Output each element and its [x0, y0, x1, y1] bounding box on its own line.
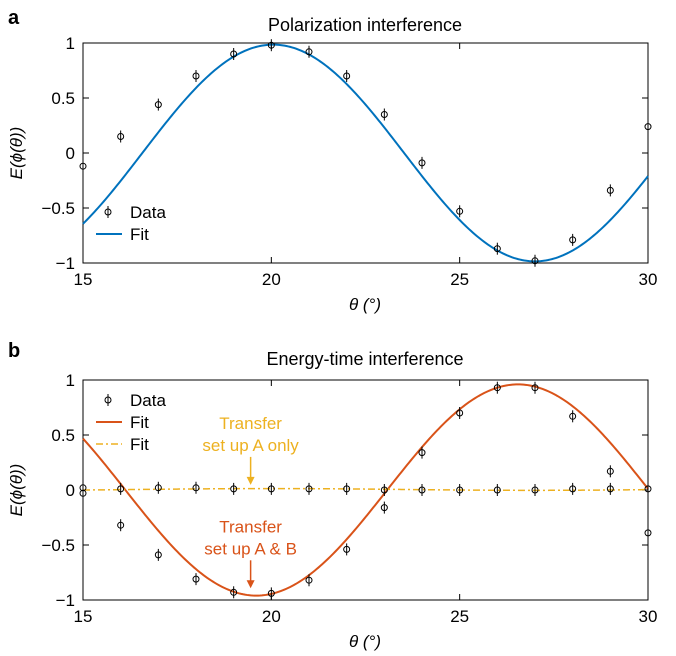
fit-line [82, 43, 649, 263]
data-point [644, 529, 652, 537]
data-point [569, 412, 577, 420]
x-tick-label: 15 [74, 607, 93, 626]
data-point [230, 588, 238, 596]
y-tick-label: −0.5 [41, 536, 75, 555]
fit-line [82, 383, 649, 597]
legend-label: Fit [130, 225, 149, 244]
x-tick-label: 30 [639, 607, 658, 626]
axes-box [82, 42, 649, 264]
legend-data-marker [104, 396, 112, 404]
x-tick-label: 20 [262, 607, 281, 626]
data-point [493, 245, 501, 253]
y-tick-label: −1 [56, 591, 75, 610]
x-tick-label: 30 [639, 270, 658, 289]
x-tick-label: 15 [74, 270, 93, 289]
data-point [418, 486, 426, 494]
data-point [493, 384, 501, 392]
annotation-arrow-head [246, 476, 255, 485]
y-tick-label: 0 [66, 481, 75, 500]
data-point [117, 485, 125, 493]
data-point [79, 162, 87, 170]
panel-b-title: Energy-time interference [266, 349, 463, 369]
data-point [267, 485, 275, 493]
data-point [606, 186, 614, 194]
data-point [380, 504, 388, 512]
data-point [418, 449, 426, 457]
data-point [79, 484, 87, 492]
data-point [418, 159, 426, 167]
data-point [343, 545, 351, 553]
annotation-arrow-head [246, 580, 255, 589]
panel-a-title: Polarization interference [268, 15, 462, 35]
data-point [606, 485, 614, 493]
panel-b-ylabel: E(ϕ(θ)) [7, 464, 26, 517]
legend-label: Fit [130, 413, 149, 432]
y-tick-label: −1 [56, 254, 75, 273]
panel-a-ylabel: E(ϕ(θ)) [7, 127, 26, 180]
annotation-label: set up A only [202, 436, 299, 455]
data-point [644, 485, 652, 493]
data-point [230, 50, 238, 58]
panel-a-xlabel: θ (°) [349, 295, 381, 314]
y-tick-label: 1 [66, 34, 75, 53]
y-tick-label: −0.5 [41, 199, 75, 218]
data-point [154, 101, 162, 109]
data-point [267, 589, 275, 597]
data-point [343, 485, 351, 493]
panel-b-plot: 15 20 25 30 −1 −0.5 0 0.5 1 Transfer set up A only… [41, 371, 657, 626]
data-point [606, 467, 614, 475]
data-point [230, 485, 238, 493]
y-tick-label: 0.5 [51, 89, 75, 108]
y-tick-label: 0 [66, 144, 75, 163]
fit-line [82, 487, 649, 492]
panel-b-xlabel: θ (°) [349, 632, 381, 651]
data-point [154, 484, 162, 492]
data-point [531, 257, 539, 265]
panel-a-letter: a [8, 7, 20, 29]
data-point [644, 123, 652, 131]
panel-b: b Energy-time interference θ (°) E(ϕ(θ))… [7, 340, 657, 651]
data-point [305, 485, 313, 493]
data-point [380, 111, 388, 118]
data-point [569, 485, 577, 493]
annotation-label: set up A & B [204, 539, 297, 558]
legend-data-marker [104, 208, 112, 216]
data-point [192, 72, 200, 80]
legend-label: Data [130, 391, 166, 410]
data-point [117, 521, 125, 529]
data-point [380, 486, 388, 494]
legend-label: Data [130, 203, 166, 222]
panel-a: a Polarization interference θ (°) E(ϕ(θ)… [7, 7, 657, 314]
data-point [343, 72, 351, 80]
legend-label: Fit [130, 435, 149, 454]
data-point [192, 575, 200, 583]
y-tick-label: 0.5 [51, 426, 75, 445]
annotation-label: Transfer [219, 414, 282, 433]
data-point [192, 484, 200, 492]
y-tick-label: 1 [66, 371, 75, 390]
panel-b-letter: b [8, 340, 20, 362]
data-point [117, 133, 125, 140]
x-tick-label: 25 [450, 270, 469, 289]
panel-a-plot: 15 20 25 30 −1 −0.5 0 0.5 1 Data Fit [41, 34, 657, 289]
data-point [305, 48, 313, 56]
x-tick-label: 25 [450, 607, 469, 626]
data-point [531, 384, 539, 392]
x-tick-label: 20 [262, 270, 281, 289]
data-point [267, 41, 275, 49]
data-point [305, 576, 313, 584]
legend: Data Fit [96, 203, 166, 244]
data-point [456, 207, 464, 215]
legend: Data Fit Fit [96, 391, 166, 454]
annotation-label: Transfer [219, 517, 282, 536]
data-point [154, 551, 162, 559]
data-point [569, 236, 577, 244]
data-point [493, 486, 501, 494]
data-point [531, 486, 539, 494]
data-point [456, 486, 464, 494]
data-point [456, 409, 464, 417]
